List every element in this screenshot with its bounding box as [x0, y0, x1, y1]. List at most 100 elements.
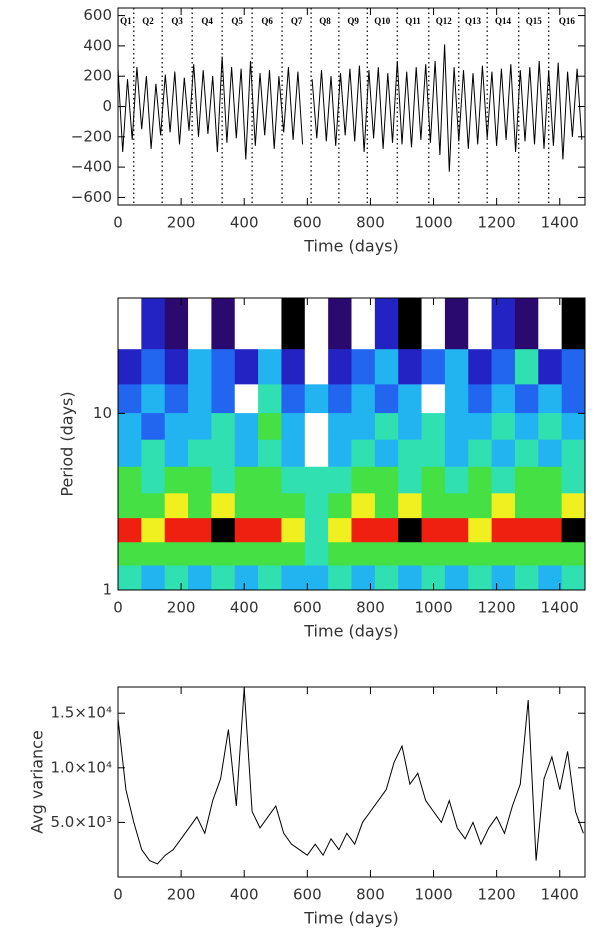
- power-cell: [211, 298, 236, 350]
- power-cell: [514, 383, 539, 414]
- power-cell: [514, 298, 539, 350]
- power-cell: [491, 383, 516, 414]
- power-cell: [491, 298, 516, 350]
- power-cell: [258, 541, 282, 566]
- power-cell: [351, 541, 376, 566]
- y-tick-label: 10: [93, 404, 112, 422]
- power-cell: [398, 564, 423, 591]
- power-cell: [328, 383, 352, 414]
- x-tick-label: 200: [167, 214, 196, 232]
- power-cell: [258, 466, 282, 494]
- power-cell: [398, 439, 423, 467]
- power-cell: [164, 412, 189, 440]
- power-cell: [421, 439, 446, 467]
- y-tick-label: 400: [83, 36, 112, 54]
- x-axis-label: Time (days): [303, 909, 399, 928]
- power-cell: [538, 492, 563, 519]
- power-cell: [468, 517, 493, 543]
- power-cell: [374, 564, 399, 591]
- power-cell: [491, 541, 516, 566]
- power-cell: [444, 383, 469, 414]
- power-cell: [188, 466, 212, 494]
- power-cell: [304, 439, 329, 467]
- power-cell: [491, 517, 516, 543]
- power-cell: [328, 412, 352, 440]
- power-cell: [398, 348, 423, 385]
- power-cell: [234, 298, 259, 350]
- x-tick-label: 1200: [478, 599, 516, 617]
- power-cell: [514, 466, 539, 494]
- power-cell: [538, 383, 563, 414]
- power-cell: [514, 541, 539, 566]
- power-cell: [351, 492, 376, 519]
- power-cell: [281, 383, 306, 414]
- power-cell: [328, 466, 352, 494]
- power-cell: [141, 383, 166, 414]
- power-cell: [118, 492, 142, 519]
- power-cell: [234, 439, 259, 467]
- y-tick-label: 200: [83, 67, 112, 85]
- power-cell: [141, 298, 166, 350]
- power-cell: [538, 466, 563, 494]
- power-cell: [141, 541, 166, 566]
- power-cell: [328, 564, 352, 591]
- power-cell: [374, 492, 399, 519]
- power-cell: [444, 439, 469, 467]
- power-cell: [398, 383, 423, 414]
- power-cell: [491, 412, 516, 440]
- power-cell: [561, 412, 586, 440]
- power-cell: [561, 298, 586, 350]
- power-cell: [374, 412, 399, 440]
- quarter-label: Q15: [526, 16, 543, 26]
- power-cell: [468, 466, 493, 494]
- power-cell: [211, 564, 236, 591]
- power-cell: [351, 298, 376, 350]
- quarter-label: Q3: [171, 16, 183, 26]
- x-tick-label: 200: [167, 599, 196, 617]
- quarter-label: Q5: [231, 16, 243, 26]
- power-cell: [561, 564, 586, 591]
- power-cell: [351, 383, 376, 414]
- power-cell: [141, 517, 166, 543]
- power-cell: [304, 517, 329, 543]
- power-cell: [234, 492, 259, 519]
- y-tick-label: −600: [71, 188, 112, 206]
- power-cell: [211, 517, 236, 543]
- power-cell: [421, 298, 446, 350]
- power-cell: [234, 466, 259, 494]
- power-cell: [281, 541, 306, 566]
- power-cell: [351, 466, 376, 494]
- power-cell: [281, 439, 306, 467]
- power-cell: [468, 348, 493, 385]
- power-cell: [444, 541, 469, 566]
- power-cell: [468, 564, 493, 591]
- y-tick-label: 1: [102, 581, 112, 599]
- power-cell: [304, 348, 329, 385]
- x-tick-label: 1000: [414, 886, 452, 904]
- power-cell: [118, 517, 142, 543]
- power-cell: [421, 564, 446, 591]
- quarter-label: Q13: [465, 16, 482, 26]
- series-line: [117, 44, 583, 172]
- power-cell: [538, 412, 563, 440]
- power-cell: [258, 348, 282, 385]
- power-cell: [258, 412, 282, 440]
- power-cell: [164, 348, 189, 385]
- power-cell: [258, 564, 282, 591]
- power-cell: [211, 541, 236, 566]
- power-cell: [118, 412, 142, 440]
- power-cell: [421, 541, 446, 566]
- power-cell: [141, 439, 166, 467]
- quarter-label: Q1: [120, 16, 132, 26]
- quarter-label: Q8: [319, 16, 331, 26]
- power-cell: [491, 348, 516, 385]
- power-cell: [374, 541, 399, 566]
- power-cell: [304, 564, 329, 591]
- power-cell: [141, 466, 166, 494]
- power-cell: [164, 517, 189, 543]
- x-tick-label: 800: [356, 214, 385, 232]
- power-cell: [304, 298, 329, 350]
- power-cell: [164, 466, 189, 494]
- power-cell: [561, 348, 586, 385]
